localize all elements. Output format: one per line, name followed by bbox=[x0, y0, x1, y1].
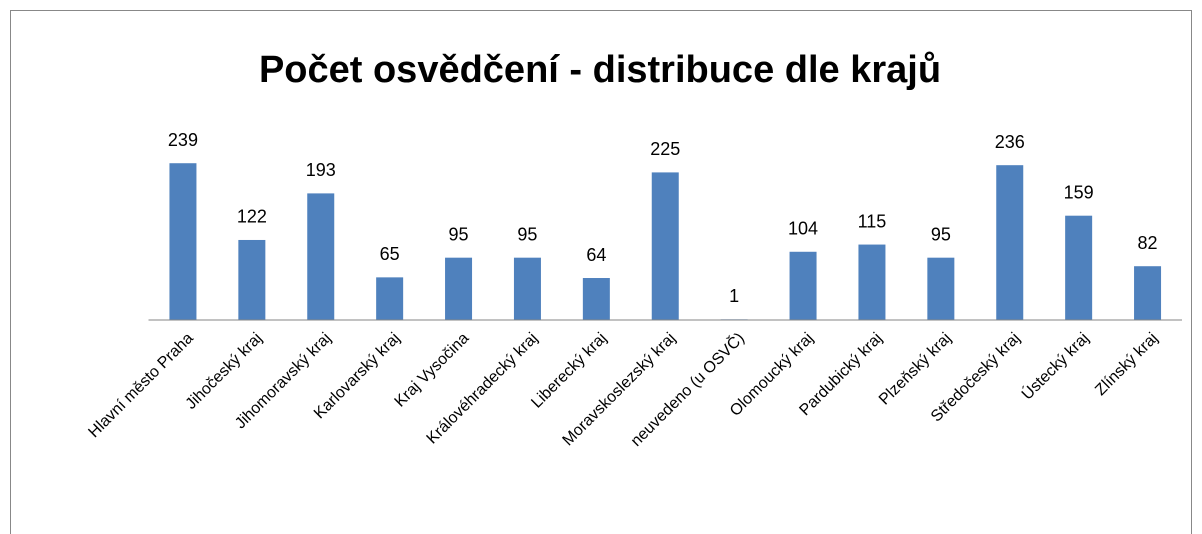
bar bbox=[789, 251, 817, 320]
bar bbox=[582, 278, 610, 320]
bar bbox=[307, 193, 335, 320]
bar bbox=[927, 257, 955, 320]
bar bbox=[1065, 215, 1093, 320]
data-label: 95 bbox=[931, 224, 951, 244]
data-label: 65 bbox=[380, 244, 400, 264]
data-label: 115 bbox=[858, 211, 887, 231]
data-label: 95 bbox=[517, 224, 537, 244]
data-label: 225 bbox=[650, 139, 680, 159]
bar bbox=[238, 239, 266, 320]
bar bbox=[858, 244, 886, 320]
data-label: 1 bbox=[729, 286, 739, 306]
data-label: 236 bbox=[995, 132, 1025, 152]
bar bbox=[445, 257, 473, 320]
chart-border bbox=[10, 10, 1192, 534]
data-label: 95 bbox=[449, 224, 469, 244]
bar bbox=[996, 165, 1024, 320]
bar bbox=[651, 172, 679, 320]
bar bbox=[513, 257, 541, 320]
data-label: 104 bbox=[788, 219, 818, 239]
bar bbox=[169, 163, 197, 320]
bar bbox=[1134, 266, 1162, 320]
data-label: 122 bbox=[237, 207, 267, 227]
data-label: 193 bbox=[306, 160, 336, 180]
bar bbox=[376, 277, 404, 320]
data-label: 64 bbox=[586, 245, 606, 265]
data-label: 159 bbox=[1064, 182, 1094, 202]
chart-title: Počet osvědčení - distribuce dle krajů bbox=[259, 49, 941, 91]
data-label: 239 bbox=[168, 130, 198, 150]
data-label: 82 bbox=[1138, 233, 1158, 253]
